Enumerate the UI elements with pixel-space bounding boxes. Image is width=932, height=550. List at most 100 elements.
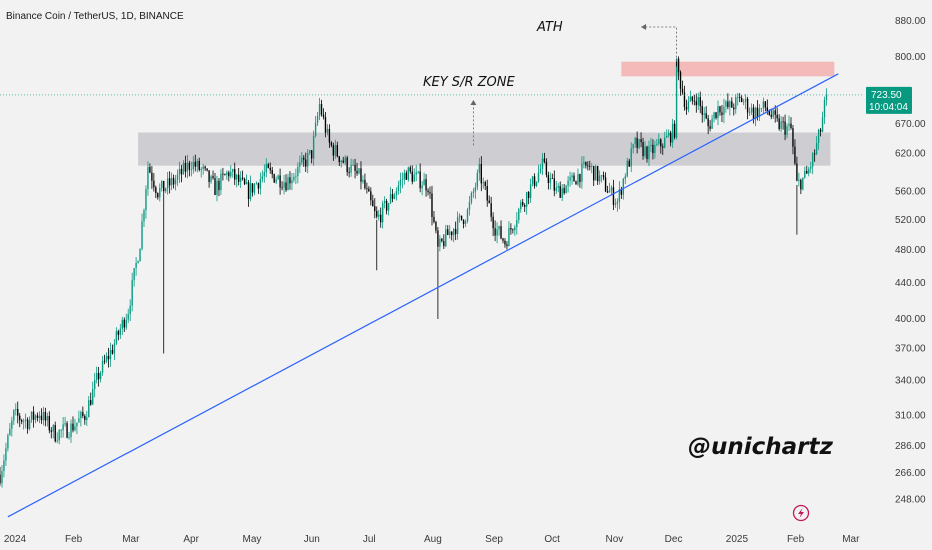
candle-body bbox=[139, 248, 141, 262]
y-tick-label: 880.00 bbox=[895, 16, 926, 27]
candle-body bbox=[255, 183, 258, 185]
candle-body bbox=[322, 114, 325, 118]
candle-body bbox=[389, 194, 392, 204]
candle-body bbox=[188, 162, 191, 170]
candle-body bbox=[811, 153, 814, 167]
candle-body bbox=[72, 423, 74, 431]
candle-body bbox=[13, 410, 15, 421]
candle-body bbox=[817, 129, 820, 144]
candle-body bbox=[383, 200, 386, 204]
candle-body bbox=[307, 152, 309, 167]
candle-body bbox=[220, 173, 222, 191]
candle-body bbox=[547, 175, 550, 183]
candle-body bbox=[695, 101, 697, 106]
candle-body bbox=[693, 100, 696, 102]
candle-body bbox=[606, 191, 609, 193]
candle-body bbox=[541, 158, 544, 170]
candle-body bbox=[608, 190, 611, 193]
candle-body bbox=[577, 174, 579, 185]
candle-body bbox=[198, 160, 200, 170]
candle-body bbox=[417, 171, 419, 173]
candle-body bbox=[488, 200, 490, 204]
candle-body bbox=[484, 182, 486, 187]
candle-body bbox=[407, 167, 410, 180]
candle-body bbox=[723, 106, 725, 115]
candle-body bbox=[137, 261, 139, 263]
candle-body bbox=[352, 164, 354, 166]
candle-body bbox=[115, 331, 118, 344]
candle-body bbox=[370, 191, 372, 201]
candle-body bbox=[782, 121, 784, 123]
candle-body bbox=[500, 226, 502, 239]
x-tick-label: 2024 bbox=[4, 534, 27, 545]
candle-body bbox=[600, 175, 603, 177]
candle-body bbox=[374, 206, 376, 212]
candle-body bbox=[368, 188, 370, 192]
candle-body bbox=[596, 166, 599, 182]
candle-body bbox=[776, 114, 778, 119]
candle-body bbox=[593, 166, 595, 181]
candle-body bbox=[151, 172, 153, 181]
candle-body bbox=[356, 170, 358, 174]
candle-body bbox=[642, 142, 644, 157]
candle-body bbox=[819, 129, 822, 132]
candle-body bbox=[366, 188, 368, 190]
candle-body bbox=[468, 202, 471, 210]
candle-body bbox=[813, 153, 816, 155]
price-tag: 723.50 10:04:04 bbox=[866, 86, 912, 114]
candle-body bbox=[429, 192, 431, 194]
candle-body bbox=[50, 430, 52, 432]
candle-body bbox=[208, 170, 210, 182]
candle-body bbox=[232, 169, 234, 172]
candle-body bbox=[788, 123, 790, 127]
candle-body bbox=[303, 157, 305, 160]
candle-body bbox=[563, 188, 565, 194]
candle-body bbox=[640, 139, 642, 143]
candle-body bbox=[486, 186, 488, 201]
candle-body bbox=[679, 72, 682, 89]
candle-body bbox=[212, 176, 214, 179]
candle-body bbox=[348, 172, 350, 173]
candle-body bbox=[376, 211, 378, 217]
y-tick-label: 480.00 bbox=[895, 245, 926, 256]
candle-body bbox=[297, 166, 299, 176]
candle-body bbox=[166, 178, 169, 189]
lightning-icon[interactable] bbox=[792, 504, 810, 522]
x-tick-label: Dec bbox=[665, 534, 683, 545]
candle-body bbox=[340, 160, 342, 163]
candle-body bbox=[165, 188, 167, 192]
candle-body bbox=[482, 182, 484, 184]
x-tick-label: Nov bbox=[605, 534, 623, 545]
candle-body bbox=[330, 142, 333, 146]
candle-body bbox=[299, 162, 301, 167]
candle-body bbox=[334, 145, 337, 156]
candle-body bbox=[237, 174, 240, 182]
x-tick-label: Sep bbox=[485, 534, 503, 545]
candle-body bbox=[774, 110, 776, 115]
candle-body bbox=[54, 425, 56, 442]
candle-body bbox=[512, 229, 514, 231]
candle-body bbox=[194, 161, 196, 167]
y-tick-label: 266.00 bbox=[895, 468, 926, 479]
candle-body bbox=[711, 118, 713, 129]
candle-body bbox=[725, 101, 727, 107]
candle-body bbox=[310, 150, 313, 159]
x-tick-label: Mar bbox=[122, 534, 140, 545]
candle-body bbox=[253, 184, 256, 193]
candle-body bbox=[403, 172, 406, 180]
candle-body bbox=[196, 160, 198, 167]
candle-body bbox=[800, 179, 802, 190]
candle-body bbox=[719, 106, 721, 113]
candle-body bbox=[581, 163, 583, 182]
candle-body bbox=[28, 419, 31, 430]
price-tag-value: 723.50 bbox=[871, 90, 902, 101]
candle-body bbox=[786, 126, 788, 135]
candle-body bbox=[713, 112, 715, 119]
candle-body bbox=[119, 328, 122, 335]
candle-body bbox=[200, 168, 202, 170]
candle-body bbox=[135, 262, 137, 269]
candles-layer bbox=[0, 56, 828, 488]
candle-body bbox=[618, 189, 621, 202]
